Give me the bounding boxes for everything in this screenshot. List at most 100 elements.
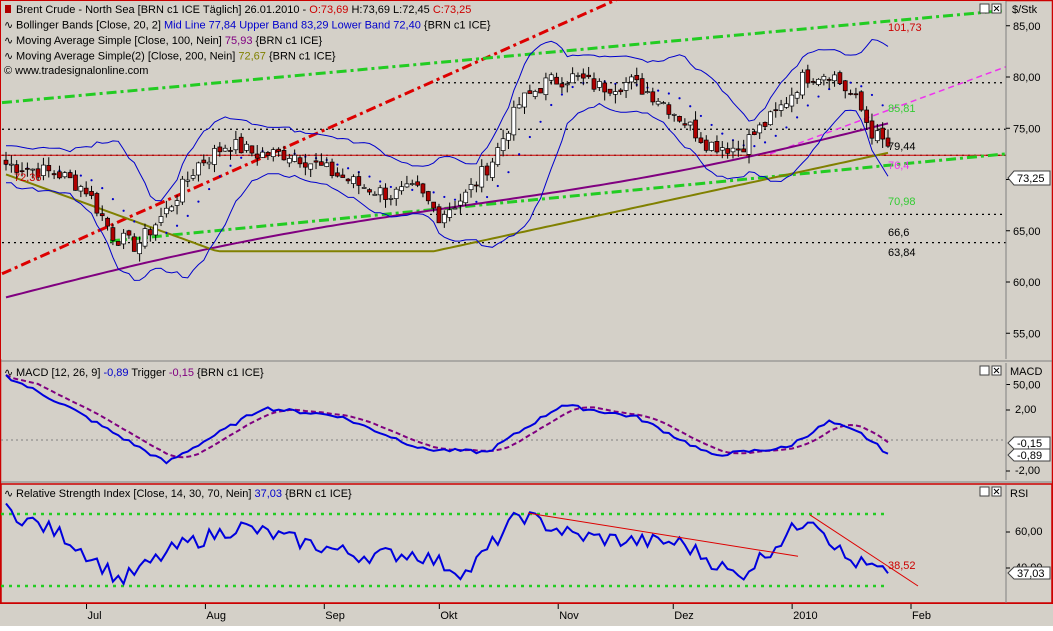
- candlestick[interactable]: [351, 174, 356, 189]
- candlestick[interactable]: [447, 202, 453, 222]
- candlestick[interactable]: [832, 71, 837, 87]
- candlestick[interactable]: [629, 74, 634, 90]
- candlestick[interactable]: [773, 102, 779, 118]
- candlestick[interactable]: [639, 73, 645, 95]
- candlestick[interactable]: [238, 133, 244, 154]
- candlestick[interactable]: [586, 66, 592, 79]
- candlestick[interactable]: [276, 147, 281, 157]
- candlestick[interactable]: [559, 77, 565, 94]
- candlestick[interactable]: [794, 90, 800, 104]
- candlestick[interactable]: [57, 165, 62, 180]
- candlestick[interactable]: [94, 191, 100, 217]
- candlestick[interactable]: [99, 205, 105, 221]
- candlestick[interactable]: [741, 139, 747, 153]
- candlestick[interactable]: [388, 195, 394, 206]
- rsi-line[interactable]: [5, 502, 889, 587]
- candlestick[interactable]: [682, 118, 688, 129]
- candlestick[interactable]: [858, 90, 864, 112]
- candlestick[interactable]: [302, 153, 308, 176]
- candlestick[interactable]: [810, 78, 816, 85]
- candlestick[interactable]: [452, 201, 458, 210]
- candlestick[interactable]: [479, 159, 485, 193]
- candlestick[interactable]: [602, 80, 608, 101]
- candlestick[interactable]: [8, 155, 14, 173]
- candlestick[interactable]: [436, 203, 442, 224]
- candlestick[interactable]: [752, 129, 757, 136]
- candlestick[interactable]: [377, 184, 383, 203]
- candlestick[interactable]: [532, 89, 538, 100]
- candlestick[interactable]: [511, 100, 517, 141]
- candlestick[interactable]: [142, 223, 148, 249]
- ma100-line[interactable]: [5, 122, 889, 299]
- candlestick[interactable]: [292, 149, 298, 163]
- candlestick[interactable]: [329, 158, 335, 179]
- candlestick[interactable]: [249, 145, 255, 157]
- legend-row[interactable]: Brent Crude - North Sea [BRN c1 ICE Tägl…: [5, 4, 471, 16]
- candlestick[interactable]: [596, 78, 602, 91]
- channel-lower-line[interactable]: [109, 152, 1006, 243]
- trendline-major[interactable]: [1, 0, 1006, 276]
- candlestick[interactable]: [853, 87, 859, 99]
- candlestick[interactable]: [62, 171, 68, 179]
- candlestick[interactable]: [217, 142, 223, 157]
- candlestick[interactable]: [420, 182, 426, 198]
- candlestick[interactable]: [506, 131, 511, 150]
- legend-row[interactable]: ∿ Bollinger Bands [Close, 20, 2] Mid Line…: [4, 20, 491, 32]
- candlestick[interactable]: [110, 223, 116, 246]
- candlestick[interactable]: [244, 141, 249, 153]
- candlestick[interactable]: [538, 88, 543, 94]
- candlestick[interactable]: [185, 171, 191, 188]
- candlestick[interactable]: [693, 111, 698, 142]
- candlestick[interactable]: [816, 78, 821, 87]
- candlestick[interactable]: [158, 207, 164, 227]
- candlestick[interactable]: [671, 113, 677, 122]
- candlestick[interactable]: [137, 236, 142, 262]
- candlestick[interactable]: [746, 128, 752, 164]
- candlestick[interactable]: [19, 162, 25, 177]
- macd-trigger-line[interactable]: [5, 374, 889, 459]
- candlestick[interactable]: [613, 83, 618, 104]
- candlestick[interactable]: [78, 184, 84, 198]
- candlestick[interactable]: [725, 142, 730, 159]
- candlestick[interactable]: [463, 189, 469, 207]
- candlestick[interactable]: [768, 110, 773, 126]
- candlestick[interactable]: [735, 140, 741, 157]
- candlestick[interactable]: [661, 101, 666, 105]
- candlestick[interactable]: [51, 170, 57, 180]
- candlestick[interactable]: [131, 233, 137, 252]
- candlestick[interactable]: [25, 162, 30, 177]
- candlestick[interactable]: [516, 97, 522, 109]
- candlestick[interactable]: [757, 122, 763, 140]
- candlestick[interactable]: [784, 97, 789, 109]
- candlestick[interactable]: [270, 147, 276, 162]
- candlestick[interactable]: [174, 195, 180, 215]
- channel-upper-line[interactable]: [1, 8, 1006, 105]
- candlestick[interactable]: [126, 229, 132, 239]
- candlestick[interactable]: [121, 229, 126, 250]
- rsi-trendline[interactable]: [527, 512, 799, 557]
- price-pane[interactable]: 100,0095,0090,0085,0080,0075,0070,0065,0…: [1, 0, 1051, 392]
- rsi-pane[interactable]: RSI 60,00 40,00 37,03 38,52 ∿ Relative S…: [0, 483, 1053, 604]
- candlestick[interactable]: [564, 81, 570, 93]
- candlestick[interactable]: [308, 163, 314, 177]
- candlestick[interactable]: [634, 67, 640, 87]
- candlestick[interactable]: [196, 161, 201, 182]
- candlestick[interactable]: [554, 72, 559, 85]
- candlestick[interactable]: [821, 73, 827, 86]
- candlestick[interactable]: [474, 181, 479, 193]
- candlestick[interactable]: [490, 157, 495, 182]
- candlestick[interactable]: [837, 70, 843, 85]
- candlestick[interactable]: [698, 132, 704, 144]
- candlestick[interactable]: [297, 154, 303, 168]
- candlestick[interactable]: [687, 121, 693, 131]
- candlestick[interactable]: [548, 72, 554, 85]
- pane-minimize-button[interactable]: [979, 486, 990, 497]
- candlestick[interactable]: [709, 141, 714, 152]
- candlestick[interactable]: [324, 157, 330, 168]
- candlestick[interactable]: [650, 87, 656, 106]
- candlestick[interactable]: [41, 157, 46, 181]
- candlestick[interactable]: [105, 216, 110, 231]
- candlestick[interactable]: [3, 151, 9, 171]
- candlestick[interactable]: [645, 82, 650, 94]
- candlestick[interactable]: [190, 168, 196, 181]
